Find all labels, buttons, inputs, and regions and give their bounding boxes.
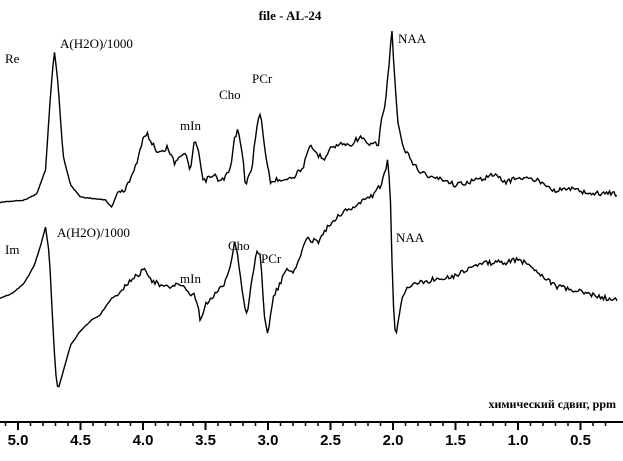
series-re	[0, 30, 618, 209]
annotation-naa-re: NAA	[398, 31, 427, 46]
annotation-min-im: mIn	[180, 271, 201, 286]
x-tick-label: 1.5	[445, 432, 466, 449]
series-label-im: Im	[5, 242, 19, 257]
x-tick-label: 2.5	[320, 432, 341, 449]
series-line-im	[0, 159, 618, 388]
x-axis-label: химический сдвиг, ppm	[488, 397, 616, 411]
annotation-water-im: A(H2O)/1000	[57, 225, 130, 240]
annotation-pcr-im: PCr	[261, 251, 282, 266]
x-tick-label: 4.0	[133, 432, 154, 449]
x-tick-label: 0.5	[570, 432, 591, 449]
series-label-re: Re	[5, 51, 20, 66]
x-tick-label: 1.0	[508, 432, 529, 449]
annotation-cho-re: Cho	[219, 87, 241, 102]
annotation-pcr-re: PCr	[252, 71, 273, 86]
series-im	[0, 159, 618, 388]
annotation-cho-im: Cho	[228, 238, 250, 253]
x-axis-ticks: 5.0 4.5 4.0 3.5 3.0 2.5 2.0 1.5 1.0 0.5	[4, 422, 607, 449]
x-tick-label: 3.5	[195, 432, 216, 449]
x-tick-label: 2.0	[383, 432, 404, 449]
annotation-water-re: A(H2O)/1000	[60, 36, 133, 51]
chart-title: file - AL-24	[259, 8, 322, 23]
annotation-min-re: mIn	[180, 118, 201, 133]
annotation-naa-im: NAA	[396, 230, 425, 245]
x-tick-label: 3.0	[258, 432, 279, 449]
series-line-re	[0, 30, 618, 209]
x-tick-label: 4.5	[70, 432, 91, 449]
x-tick-label: 5.0	[8, 432, 29, 449]
